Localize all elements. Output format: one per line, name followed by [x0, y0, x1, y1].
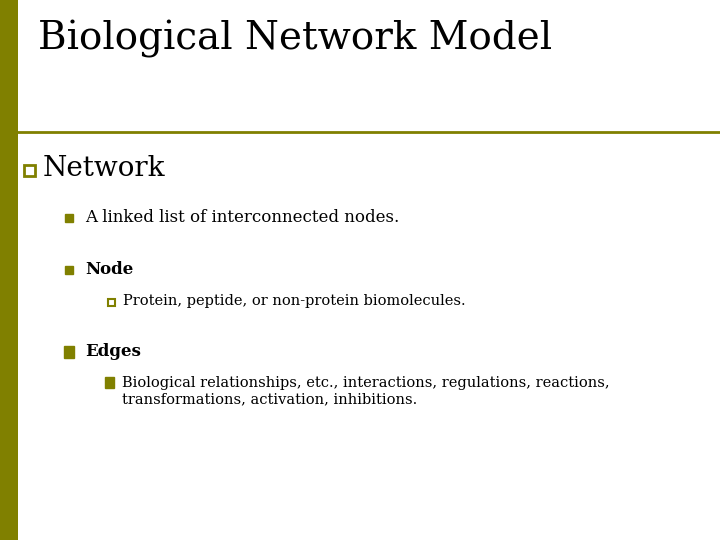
Text: A linked list of interconnected nodes.: A linked list of interconnected nodes.	[85, 209, 400, 226]
Bar	[0, 0, 18, 540]
Text: Edges: Edges	[85, 343, 141, 360]
Bar	[65, 214, 73, 222]
Text: transformations, activation, inhibitions.: transformations, activation, inhibitions…	[122, 392, 418, 406]
Bar	[108, 299, 115, 306]
Text: Biological Network Model: Biological Network Model	[38, 20, 552, 58]
Text: Node: Node	[85, 261, 133, 278]
Bar	[65, 266, 73, 274]
Text: Protein, peptide, or non-protein biomolecules.: Protein, peptide, or non-protein biomole…	[123, 294, 466, 308]
Text: Network: Network	[43, 155, 166, 182]
Text: Biological relationships, etc., interactions, regulations, reactions,: Biological relationships, etc., interact…	[122, 376, 610, 390]
Bar	[24, 165, 35, 176]
Bar	[64, 346, 74, 359]
Bar	[105, 377, 114, 388]
